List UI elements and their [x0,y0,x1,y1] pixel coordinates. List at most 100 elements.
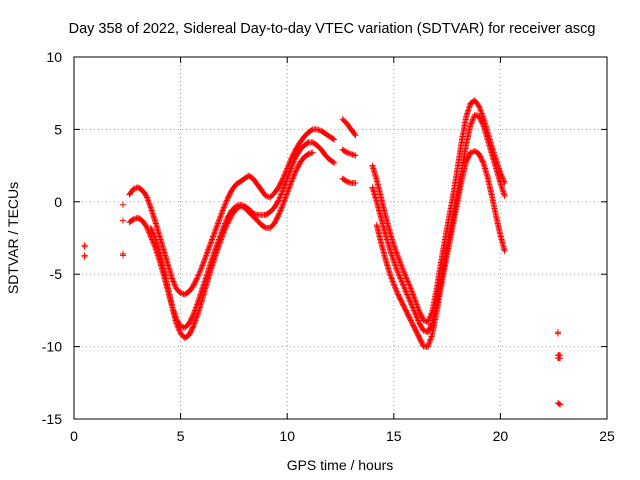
data-point [398,278,405,285]
data-point [467,122,474,129]
data-point [220,230,227,237]
data-point [142,222,149,229]
data-point [479,120,486,127]
data-point [283,191,290,198]
data-point [399,266,406,273]
data-point [150,232,157,239]
data-point [406,282,413,289]
data-point [407,285,414,292]
data-point [410,292,417,299]
data-point [393,265,400,272]
data-point [210,232,217,239]
data-point [412,297,419,304]
data-point [396,256,403,263]
data-point [146,201,153,208]
data-point [276,210,283,217]
data-point [173,321,180,328]
x-tick-label: 25 [599,428,615,444]
data-point [291,171,298,178]
data-point [404,276,411,283]
data-point [199,262,206,269]
y-tick-label: -10 [42,339,62,355]
data-point [387,271,394,278]
data-point [397,275,404,282]
data-point [278,206,285,213]
x-tick-label: 0 [70,428,78,444]
data-point [286,182,293,189]
data-point [402,272,409,279]
data-point [195,272,202,279]
data-point [401,269,408,276]
data-point [388,275,395,282]
data-point [145,198,152,205]
data-point [287,165,294,172]
data-point [281,197,288,204]
data-point [388,274,395,281]
data-point [479,111,486,118]
data-point [205,245,212,252]
data-point [81,253,88,260]
data-point [198,263,205,270]
data-point [290,159,297,166]
data-point [331,136,338,143]
data-point [390,242,397,249]
data-point [389,278,396,285]
data-point [215,242,222,249]
data-point [203,250,210,257]
data-point [331,159,338,166]
data-point [290,172,297,179]
data-point [409,291,416,298]
data-point [554,329,561,336]
data-point [221,203,228,210]
data-point [392,263,399,270]
data-point [282,195,289,202]
x-tick-label: 10 [279,428,295,444]
data-point [202,253,209,260]
data-point [413,314,420,321]
data-point [147,203,154,210]
data-point [223,223,230,230]
data-point [285,185,292,192]
data-point [403,275,410,282]
data-point [391,282,398,289]
data-point [284,175,291,182]
data-point [309,149,316,156]
data-point [406,297,413,304]
data-point [120,252,127,259]
data-point [144,194,151,201]
data-point [410,307,417,314]
data-point [176,327,183,334]
data-point [411,308,418,315]
data-point [398,276,405,283]
data-point [196,269,203,276]
data-point [220,206,227,213]
y-tick-label: -15 [42,411,62,427]
data-point [392,284,399,291]
data-point [395,255,402,262]
data-point [143,223,150,230]
data-point [223,221,230,228]
data-point [220,229,227,236]
data-point [407,300,414,307]
data-point [217,239,224,246]
data-point [169,275,176,282]
data-point [171,281,178,288]
data-point [394,268,401,275]
data-point [145,197,152,204]
data-point [330,158,337,165]
data-point [219,208,226,215]
data-point [402,288,409,295]
data-point [199,261,206,268]
x-tick-label: 15 [386,428,402,444]
data-point [280,185,287,192]
data-point [393,249,400,256]
data-point [81,243,88,250]
data-point [399,279,406,286]
x-tick-labels: 0 5 10 15 20 25 [70,428,615,444]
data-point [151,233,158,240]
tick-marks [73,56,608,420]
data-point [410,305,417,312]
series-arc-1-upper [126,126,338,298]
data-point [415,318,422,325]
data-point [395,271,402,278]
